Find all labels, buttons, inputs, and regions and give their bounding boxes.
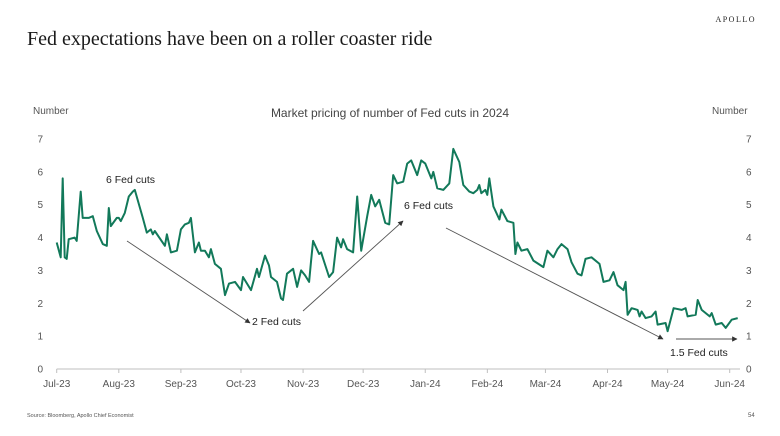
y-tick-label-right: 0	[746, 365, 752, 376]
y-tick-label-left: 0	[37, 365, 43, 376]
x-tick-label: Nov-23	[287, 379, 320, 390]
y-tick-label-right: 1	[746, 332, 752, 343]
arrow-down-2	[445, 227, 664, 340]
y-tick-label-left: 2	[37, 299, 43, 310]
y-tick-label-right: 3	[746, 266, 752, 277]
y-tick-label-right: 7	[746, 135, 752, 146]
page-title: Fed expectations have been on a roller c…	[27, 28, 433, 50]
x-tick-label: Aug-23	[103, 379, 136, 390]
x-tick-label: Jan-24	[410, 379, 441, 390]
y-tick-label-right: 2	[746, 299, 752, 310]
source-note: Source: Bloomberg, Apollo Chief Economis…	[27, 413, 134, 419]
apollo-logo: APOLLO	[715, 15, 756, 24]
arrow-up	[302, 220, 404, 312]
x-tick-label: Jun-24	[714, 379, 745, 390]
annotation-6-cuts-dec: 6 Fed cuts	[404, 200, 453, 212]
arrow-down-1	[126, 240, 251, 324]
y-tick-label-left: 7	[37, 135, 43, 146]
y-tick-label-left: 6	[37, 167, 43, 178]
x-tick-label: Dec-23	[347, 379, 380, 390]
x-tick-label: Oct-23	[226, 379, 256, 390]
annotation-2-cuts: 2 Fed cuts	[252, 316, 301, 328]
y-tick-label-right: 6	[746, 167, 752, 178]
y-tick-label-right: 5	[746, 200, 752, 211]
y-tick-label-right: 4	[746, 233, 752, 244]
x-tick-label: Mar-24	[530, 379, 562, 390]
y-axis-label-left: Number	[33, 106, 69, 117]
y-tick-label-left: 3	[37, 266, 43, 277]
page-number: 54	[748, 413, 755, 419]
x-tick-label: Apr-24	[593, 379, 623, 390]
y-tick-label-left: 5	[37, 200, 43, 211]
y-tick-label-left: 1	[37, 332, 43, 343]
x-tick-label: Sep-23	[165, 379, 198, 390]
y-axis-label-right: Number	[712, 106, 748, 117]
x-tick-label: May-24	[651, 379, 685, 390]
annotation-1-5-cuts: 1.5 Fed cuts	[670, 347, 728, 359]
chart-title: Market pricing of number of Fed cuts in …	[271, 106, 509, 120]
x-tick-label: Feb-24	[472, 379, 504, 390]
annotation-arrows	[126, 220, 738, 342]
series-line	[55, 147, 738, 333]
annotation-6-cuts-aug: 6 Fed cuts	[106, 174, 155, 186]
x-tick-label: Jul-23	[43, 379, 71, 390]
y-tick-label-left: 4	[37, 233, 43, 244]
